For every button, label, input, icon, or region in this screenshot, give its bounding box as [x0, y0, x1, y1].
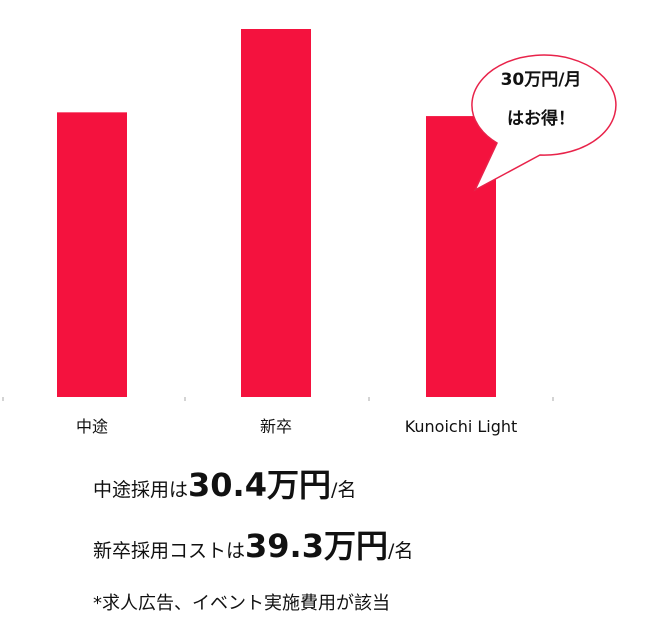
bar — [241, 29, 311, 397]
note-amount: 30.4万円 — [188, 466, 331, 504]
bars — [57, 29, 496, 397]
bar — [426, 116, 496, 397]
bar — [57, 112, 127, 397]
note-amount: 39.3万円 — [245, 527, 388, 565]
note-suffix: /名 — [331, 479, 356, 501]
note: 新卒採用コストは39.3万円/名 — [93, 527, 413, 565]
bubble-line: 30万円/月 — [501, 70, 582, 90]
note-suffix: /名 — [388, 540, 413, 562]
bubble-line: はお得！ — [507, 108, 575, 129]
note-prefix: 新卒採用コストは — [93, 540, 245, 562]
speech-bubble — [471, 54, 617, 192]
x-tick-label: 中途 — [76, 417, 108, 436]
note-prefix: 中途採用は — [93, 479, 188, 501]
axis-ticks — [2, 397, 554, 401]
note: 中途採用は30.4万円/名 — [93, 466, 356, 504]
footnote: *求人広告、イベント実施費用が該当 — [93, 593, 390, 614]
x-tick-label: Kunoichi Light — [405, 417, 518, 436]
x-tick-label: 新卒 — [260, 417, 292, 436]
